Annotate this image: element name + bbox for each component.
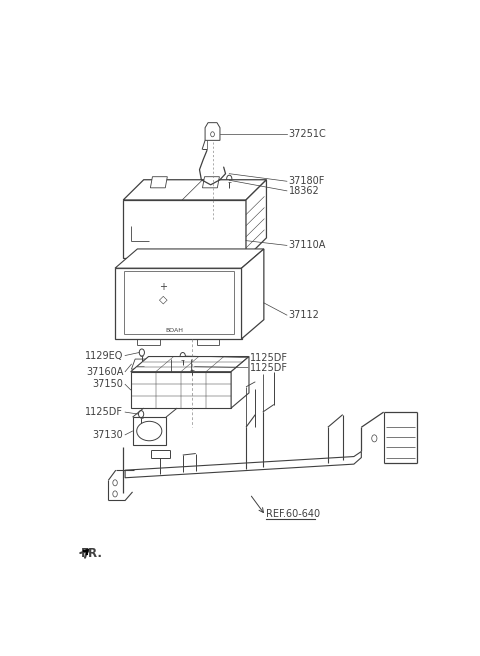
- Text: 37112: 37112: [289, 310, 320, 320]
- Polygon shape: [205, 123, 220, 140]
- Text: 37180F: 37180F: [289, 176, 325, 186]
- Text: 1125DF: 1125DF: [250, 363, 288, 373]
- Text: ◇: ◇: [159, 295, 168, 305]
- Polygon shape: [123, 180, 266, 200]
- Polygon shape: [246, 180, 266, 258]
- Polygon shape: [115, 249, 264, 268]
- Text: 37251C: 37251C: [289, 129, 326, 139]
- Polygon shape: [131, 372, 231, 408]
- Text: +: +: [159, 282, 167, 293]
- Polygon shape: [132, 359, 156, 369]
- Polygon shape: [115, 268, 241, 339]
- Text: FR.: FR.: [81, 546, 102, 560]
- Text: 37160A: 37160A: [86, 367, 123, 377]
- Text: 37110A: 37110A: [289, 240, 326, 251]
- Text: 1125DF: 1125DF: [85, 407, 123, 417]
- Polygon shape: [125, 451, 361, 478]
- Polygon shape: [203, 176, 219, 188]
- Text: 37150: 37150: [92, 379, 123, 389]
- Text: 37130: 37130: [93, 430, 123, 440]
- Polygon shape: [241, 249, 264, 339]
- Text: 1125DF: 1125DF: [250, 352, 288, 363]
- Polygon shape: [150, 176, 168, 188]
- Polygon shape: [131, 357, 249, 372]
- Polygon shape: [132, 417, 166, 445]
- Polygon shape: [231, 357, 249, 408]
- Text: REF.60-640: REF.60-640: [266, 509, 321, 519]
- Text: BOAH: BOAH: [166, 328, 183, 333]
- Polygon shape: [123, 200, 246, 258]
- Text: 18362: 18362: [289, 186, 320, 196]
- Text: 1129EQ: 1129EQ: [85, 350, 123, 361]
